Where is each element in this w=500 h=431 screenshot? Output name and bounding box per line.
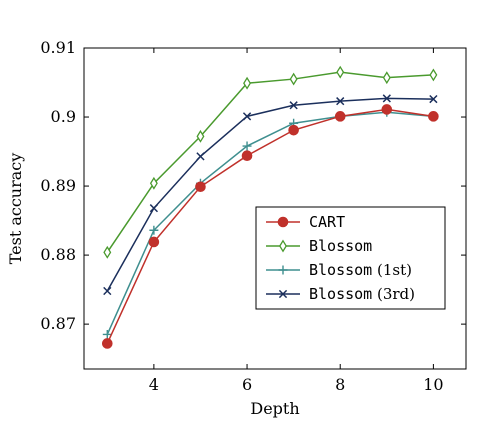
data-point-blossom-3rd — [289, 101, 298, 110]
series-line-blossom-3rd — [106, 97, 434, 292]
x-tick-label: 8 — [335, 375, 345, 394]
x-tick-label: 4 — [149, 375, 159, 394]
y-axis-label: Test accuracy — [6, 153, 25, 265]
legend-entry-blossom-1st: Blossom (1st) — [266, 261, 412, 279]
plot-frame — [83, 47, 467, 370]
series-blossom — [103, 65, 438, 259]
data-point-blossom-3rd — [336, 97, 345, 106]
legend-label: Blossom (1st) — [309, 261, 412, 279]
legend-swatch-marker — [277, 216, 289, 228]
data-point-cart — [148, 236, 160, 248]
data-point-blossom — [149, 176, 158, 190]
data-point-cart — [195, 181, 206, 193]
data-point-blossom-1st — [242, 141, 252, 151]
data-point-blossom — [243, 76, 252, 90]
data-point-cart — [381, 104, 393, 115]
x-axis-label: Depth — [250, 399, 299, 418]
y-tick-label: 0.91 — [40, 38, 76, 57]
data-point-cart — [428, 111, 439, 122]
legend-swatch-marker — [279, 239, 287, 253]
legend-label: CART — [309, 213, 345, 231]
data-point-blossom — [103, 245, 112, 259]
legend-label: Blossom — [309, 237, 372, 255]
y-tick-label: 0.87 — [40, 314, 76, 333]
data-point-cart — [288, 124, 299, 136]
legend-entry-blossom-3rd: Blossom (3rd) — [266, 285, 415, 303]
y-tick-label: 0.88 — [40, 245, 76, 264]
data-point-blossom-1st — [149, 225, 159, 235]
data-point-blossom — [336, 65, 345, 79]
legend-swatch-marker — [278, 289, 288, 299]
series-line-blossom-1st — [106, 111, 434, 335]
data-point-blossom-3rd — [149, 204, 159, 213]
legend-entry-cart: CART — [266, 213, 345, 231]
data-point-cart — [101, 338, 113, 349]
legend: CART Blossom Blossom (1st) Blossom (3rd) — [255, 206, 446, 310]
data-point-cart — [241, 150, 253, 161]
y-tick-label: 0.89 — [40, 176, 76, 195]
series-cart — [101, 104, 439, 349]
data-point-blossom-3rd — [382, 94, 391, 103]
axes: 4 6 8 10 0.87 0.88 0.89 0.9 0.91 — [40, 38, 467, 394]
data-point-blossom-3rd — [103, 286, 112, 296]
legend-label: Blossom (3rd) — [309, 285, 415, 303]
x-tick-label: 6 — [242, 375, 252, 394]
data-point-cart — [334, 111, 346, 122]
data-point-blossom-1st — [102, 329, 112, 339]
data-point-blossom — [196, 129, 205, 143]
legend-swatch-marker — [278, 265, 288, 275]
series-line-blossom — [106, 71, 434, 253]
plot-area — [101, 65, 439, 349]
legend-entry-blossom: Blossom — [266, 237, 372, 255]
x-tick-label: 10 — [423, 375, 443, 394]
series-line-cart — [106, 108, 434, 344]
data-point-blossom-3rd — [196, 152, 205, 161]
data-point-blossom — [289, 72, 298, 86]
data-point-blossom-3rd — [429, 94, 438, 104]
data-point-blossom-3rd — [242, 112, 252, 121]
y-tick-label: 0.9 — [51, 107, 76, 126]
data-point-blossom — [429, 68, 438, 82]
data-point-blossom — [382, 71, 391, 85]
series-blossom-3rd — [103, 94, 438, 296]
